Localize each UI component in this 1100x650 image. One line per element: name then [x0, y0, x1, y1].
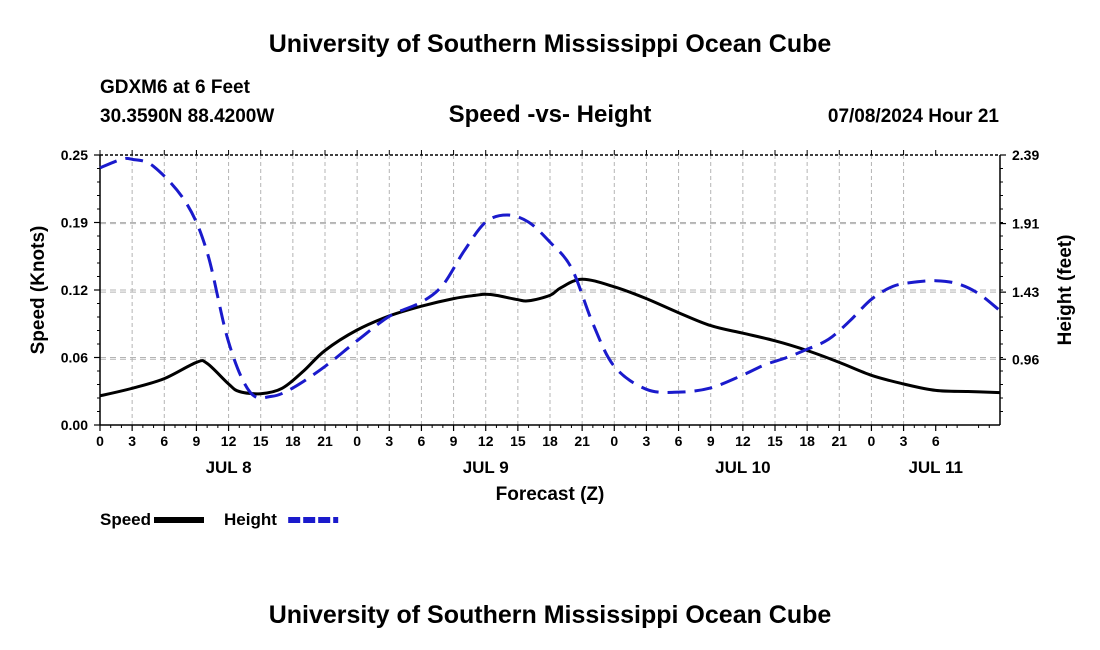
series-layer: [99, 156, 1001, 400]
y2-tick-label: 2.39: [1012, 147, 1039, 163]
x-tick-label: 21: [831, 433, 847, 449]
x-tick-label: 21: [317, 433, 333, 449]
x-tick-label: 15: [767, 433, 783, 449]
x-tick-label: 15: [510, 433, 526, 449]
x-tick-label: 0: [96, 433, 104, 449]
y-tick-label: 0.12: [61, 282, 88, 298]
series-line-speed: [99, 277, 1001, 398]
x-tick-label: 0: [610, 433, 618, 449]
y2-tick-label: 1.43: [1012, 284, 1039, 300]
chart-title: University of Southern Mississippi Ocean…: [268, 30, 832, 58]
x-tick-label: 6: [418, 433, 426, 449]
speed-height-chart: 0 3 6 9 12 15 18 21 0 3 6 9 12 15 18 21 0 3 6 9 12 15 18 21 0 3 6 J…: [28, 147, 1076, 529]
day-label: JUL 9: [463, 458, 509, 477]
x-tick-label: 12: [478, 433, 494, 449]
x-tick-label: 12: [735, 433, 751, 449]
y-tick-label: 0.25: [61, 147, 88, 163]
x-tick-label: 9: [450, 433, 458, 449]
y-tick-label: 0.00: [61, 417, 88, 433]
station-label: GDXM6 at 6 Feet: [100, 77, 250, 98]
legend-layer: Speed Height: [100, 510, 339, 529]
legend-label-speed: Speed: [100, 510, 151, 529]
datetime-label: 07/08/2024 Hour 21: [827, 106, 999, 127]
x-tick-label: 6: [675, 433, 683, 449]
y2-tick-label: 1.91: [1012, 216, 1039, 232]
chart-subtitle: Speed -vs- Height: [448, 101, 652, 128]
x-tick-label: 0: [353, 433, 361, 449]
x-tick-label: 9: [707, 433, 715, 449]
day-label: JUL 10: [715, 458, 770, 477]
x-tick-label: 9: [193, 433, 201, 449]
y-tick-label: 0.19: [61, 215, 88, 231]
x-axis-title: Forecast (Z): [496, 484, 605, 505]
x-tick-label: 3: [900, 433, 908, 449]
x-tick-label: 3: [128, 433, 136, 449]
x-tick-label: 21: [574, 433, 590, 449]
x-tick-label: 6: [932, 433, 940, 449]
coordinates-label: 30.3590N 88.4200W: [100, 106, 275, 127]
y-tick-label: 0.06: [61, 350, 88, 366]
x-tick-label: 18: [285, 433, 301, 449]
series-line-height: [99, 156, 1001, 400]
axes-layer: [94, 150, 1006, 431]
x-tick-label: 18: [799, 433, 815, 449]
footer-title: University of Southern Mississippi Ocean…: [268, 601, 832, 629]
day-label: JUL 11: [908, 458, 963, 477]
x-tick-label: 0: [868, 433, 876, 449]
x-tick-label: 12: [221, 433, 237, 449]
x-tick-label: 6: [160, 433, 168, 449]
y2-axis-title: Height (feet): [1055, 235, 1076, 346]
y2-tick-label: 0.96: [1012, 351, 1039, 367]
x-tick-label: 18: [542, 433, 558, 449]
labels-layer: 0 3 6 9 12 15 18 21 0 3 6 9 12 15 18 21 0 3 6 9 12 15 18 21 0 3 6 J…: [28, 147, 1076, 505]
x-tick-label: 3: [385, 433, 393, 449]
x-tick-label: 15: [253, 433, 269, 449]
x-tick-label: 3: [643, 433, 651, 449]
grid-layer: [100, 155, 1000, 425]
legend-label-height: Height: [224, 510, 277, 529]
y-axis-title: Speed (Knots): [28, 226, 49, 355]
day-label: JUL 8: [206, 458, 252, 477]
